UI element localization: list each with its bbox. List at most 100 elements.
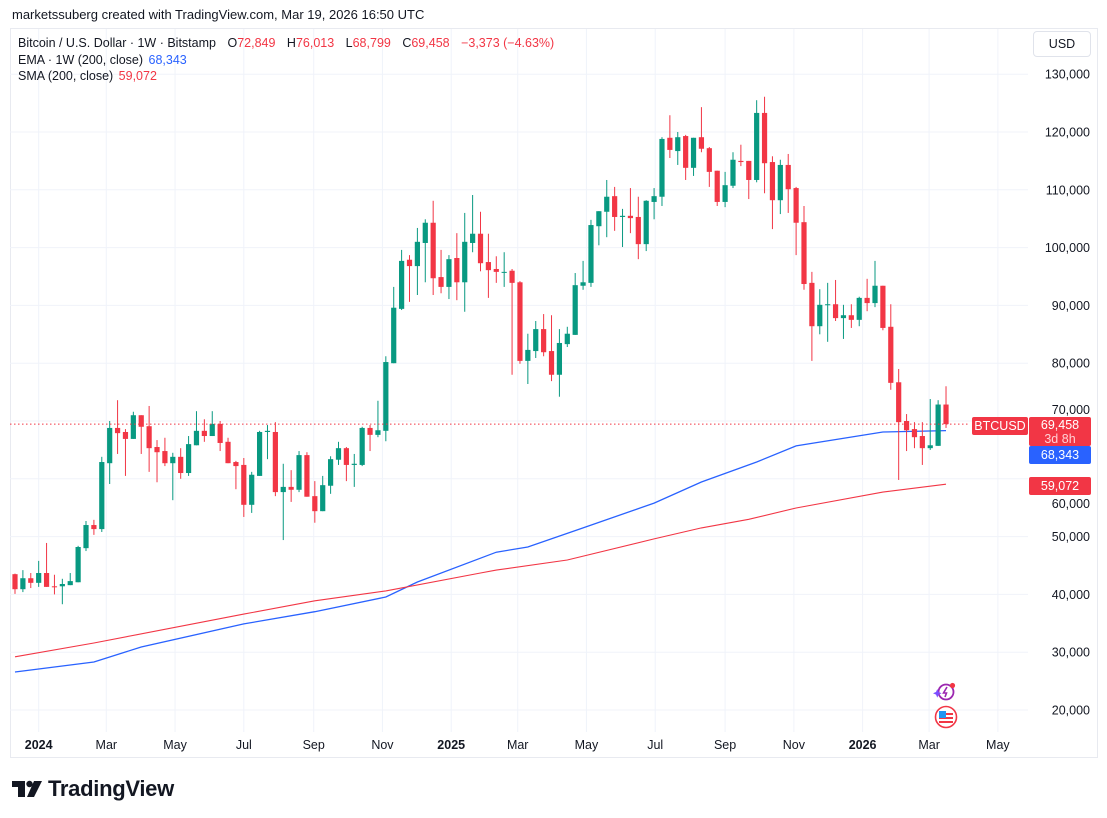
candle-body [335, 448, 342, 460]
candle-up [249, 471, 255, 513]
candle-body [367, 427, 373, 435]
candle-body [706, 148, 712, 172]
candle-up [320, 475, 326, 512]
last-price: 69,458 [1040, 418, 1080, 432]
candle-down [698, 107, 705, 153]
candle-up [596, 211, 602, 246]
candle-down [454, 233, 460, 301]
candle-body [501, 271, 507, 273]
candle-up [935, 400, 941, 446]
ema-label: EMA · 1W (200, close) [18, 52, 144, 67]
candle-down [122, 429, 129, 476]
candle-up [351, 453, 357, 487]
candle-body [399, 260, 405, 309]
candle-body [209, 423, 215, 437]
candles [12, 96, 949, 605]
candle-body [533, 329, 539, 352]
candle-down [919, 422, 925, 465]
close-value: 69,458 [411, 36, 450, 50]
candle-body [328, 459, 334, 486]
candle-up [280, 463, 286, 541]
candle-body [761, 112, 768, 164]
candle-body [911, 429, 918, 438]
candle-up [588, 219, 594, 287]
sma-line [14, 483, 947, 658]
candle-up [99, 456, 105, 532]
price-tick-label: 70,000 [1052, 403, 1090, 417]
candle-body [75, 547, 81, 583]
candle-body [107, 427, 113, 464]
candle-up [730, 152, 736, 189]
candle-down [201, 419, 207, 442]
time-tick-label: Nov [783, 738, 806, 752]
candle-body [714, 170, 720, 202]
candle-down [162, 437, 168, 467]
ema-value: 68,343 [148, 52, 187, 67]
time-tick-label: Sep [714, 738, 736, 752]
price-tick-label: 50,000 [1052, 530, 1090, 544]
candle-up [422, 219, 428, 283]
candle-down [272, 422, 278, 497]
candle-body [280, 486, 286, 493]
candle-body [754, 112, 760, 180]
candle-up [170, 452, 176, 501]
candle-body [675, 137, 681, 152]
candle-up [690, 137, 697, 176]
candle-up [399, 249, 405, 311]
candle-down [178, 448, 184, 479]
ema-price-tag: 68,343 [1029, 446, 1091, 464]
currency-button[interactable]: USD [1033, 31, 1091, 57]
candle-down [493, 256, 499, 283]
tradingview-logo[interactable]: TradingView [12, 776, 174, 802]
time-axis[interactable]: 2024 Mar May Jul Sep Nov 2025 Mar May Jul Sep Nov 20… [25, 738, 1011, 752]
candle-up [264, 425, 271, 460]
ai-sparkle-icon[interactable] [931, 681, 959, 703]
candle-up [446, 255, 452, 300]
candle-up [817, 289, 823, 335]
candle-body [651, 196, 657, 202]
candle-body [730, 159, 736, 186]
candle-down [627, 188, 634, 234]
candle-body [99, 462, 105, 530]
candle-body [738, 160, 744, 163]
us-flag-icon[interactable] [934, 705, 958, 729]
price-tick-label: 30,000 [1052, 646, 1090, 660]
candle-down [738, 144, 744, 167]
legend-sma-row[interactable]: SMA (200, close) 59,072 [18, 68, 554, 85]
candle-body [146, 426, 152, 449]
candle-body [556, 342, 563, 375]
candle-body [67, 581, 73, 586]
candle-up [659, 137, 665, 206]
candle-body [296, 455, 302, 490]
candle-body [406, 259, 413, 267]
candle-body [935, 404, 941, 446]
price-axis[interactable]: 20,000 30,000 40,000 50,000 60,000 70,000 80,0… [1045, 68, 1090, 718]
price-tick-label: 120,000 [1045, 126, 1090, 140]
candle-body [264, 430, 271, 432]
legend: Bitcoin / U.S. Dollar · 1W · Bitstamp O7… [18, 35, 554, 85]
high-value: 76,013 [295, 36, 335, 50]
candle-up [643, 200, 649, 252]
candle-body [43, 573, 50, 587]
candle-body [840, 315, 847, 319]
candle-body [801, 222, 807, 285]
candle-up [501, 252, 507, 287]
candle-body [477, 233, 484, 264]
candle-down [832, 279, 839, 322]
price-tick-label: 40,000 [1052, 588, 1090, 602]
candle-down [612, 186, 618, 231]
candle-body [817, 304, 823, 327]
time-tick-label: Mar [507, 738, 529, 752]
candle-up [193, 411, 200, 446]
candle-body [241, 464, 247, 505]
candle-up [604, 179, 610, 238]
candle-body [493, 268, 499, 272]
legend-ema-row[interactable]: EMA · 1W (200, close) 68,343 [18, 52, 554, 69]
candle-down [809, 271, 815, 361]
candle-body [304, 455, 310, 497]
candle-body [785, 164, 791, 190]
candle-up [67, 573, 73, 586]
candle-up [675, 132, 681, 165]
candle-down [312, 481, 318, 523]
